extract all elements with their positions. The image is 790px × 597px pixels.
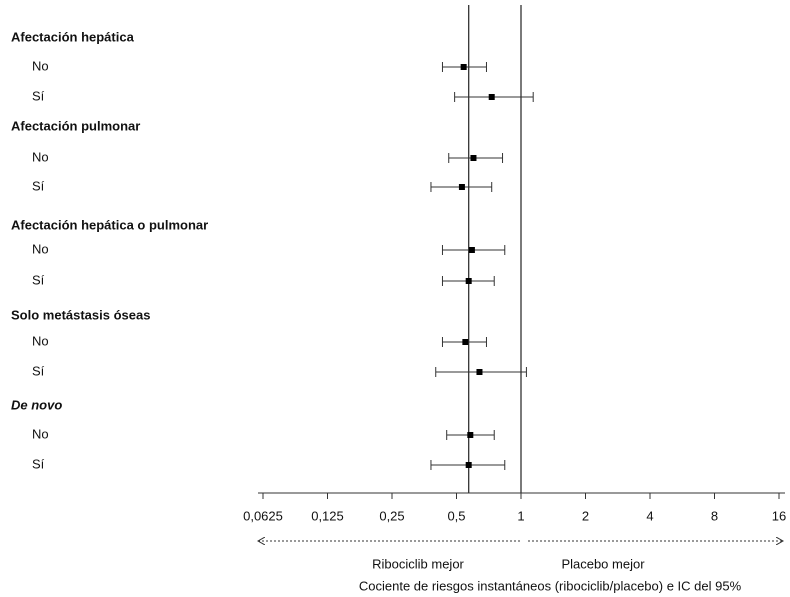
row-label: Sí: [32, 272, 45, 287]
x-tick-label: 1: [517, 508, 524, 523]
x-tick-label: 0,5: [447, 508, 465, 523]
group-label: De novo: [11, 397, 62, 412]
x-tick-label: 4: [646, 508, 653, 523]
row-label: No: [32, 241, 49, 256]
right-label: Placebo mejor: [561, 556, 645, 571]
point-estimate: [467, 432, 474, 438]
point-estimate: [458, 184, 465, 190]
row-label: Sí: [32, 363, 45, 378]
point-estimate: [470, 155, 477, 161]
point-estimate: [465, 278, 472, 284]
x-axis-label: Cociente de riesgos instantáneos (riboci…: [359, 578, 742, 593]
row-label: No: [32, 149, 49, 164]
x-tick-label: 2: [582, 508, 589, 523]
group-label: Solo metástasis óseas: [11, 307, 150, 322]
row-label: No: [32, 58, 49, 73]
row-label: Sí: [32, 88, 45, 103]
row-label: Sí: [32, 178, 45, 193]
group-label: Afectación hepática o pulmonar: [11, 217, 208, 232]
x-tick-label: 16: [772, 508, 786, 523]
group-label: Afectación hepática: [11, 29, 135, 44]
point-estimate: [460, 64, 467, 70]
left-label: Ribociclib mejor: [372, 556, 464, 571]
point-estimate: [476, 369, 483, 375]
point-estimate: [462, 339, 469, 345]
x-tick-label: 0,0625: [243, 508, 283, 523]
x-tick-label: 0,25: [379, 508, 404, 523]
point-estimate: [488, 94, 495, 100]
point-estimate: [468, 247, 475, 253]
row-label: No: [32, 333, 49, 348]
row-label: Sí: [32, 456, 45, 471]
group-label: Afectación pulmonar: [11, 118, 140, 133]
x-tick-label: 0,125: [311, 508, 344, 523]
row-label: No: [32, 426, 49, 441]
point-estimate: [465, 462, 472, 468]
x-tick-label: 8: [711, 508, 718, 523]
